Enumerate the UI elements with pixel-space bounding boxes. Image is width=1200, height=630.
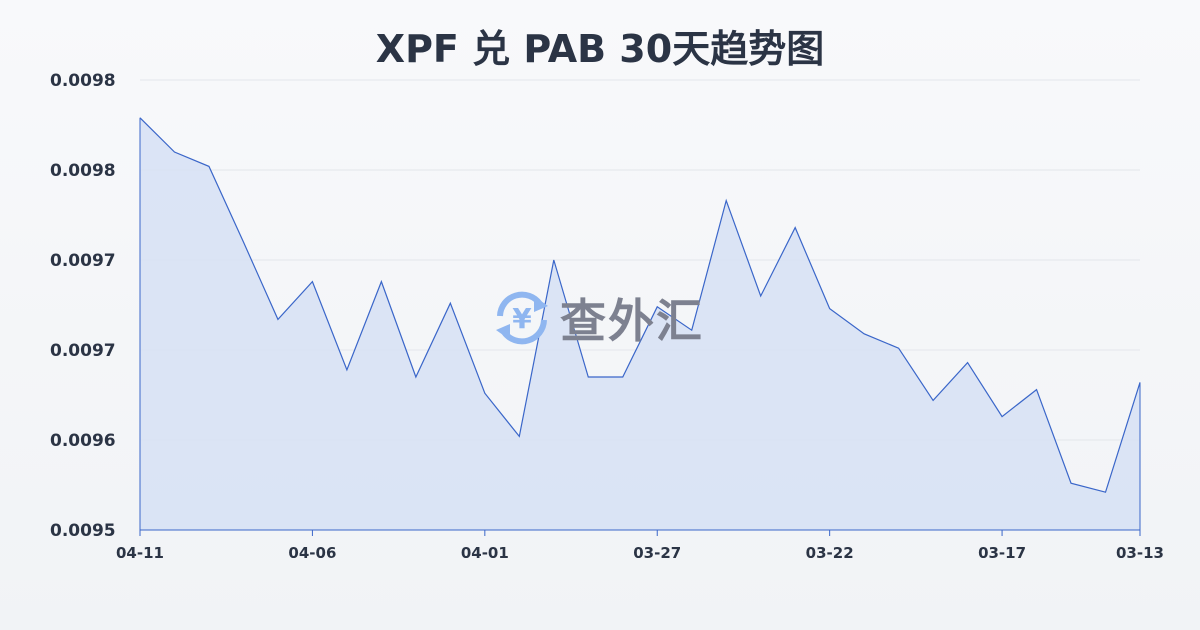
x-tick-label: 03-13: [1116, 544, 1164, 562]
x-tick-label: 03-17: [978, 544, 1026, 562]
y-tick-label: 0.0098: [50, 161, 116, 181]
chart-title: XPF 兑 PAB 30天趋势图: [375, 27, 825, 71]
area-fill: [140, 117, 1140, 531]
x-tick-label: 04-06: [288, 544, 336, 562]
y-tick-label: 0.0096: [50, 431, 116, 451]
y-tick-label: 0.0098: [50, 71, 116, 91]
y-tick-label: 0.0097: [50, 251, 116, 271]
x-tick-label: 04-11: [116, 544, 164, 562]
x-tick-label: 04-01: [461, 544, 509, 562]
watermark-text: 查外汇: [560, 294, 704, 348]
x-tick-label: 03-22: [806, 544, 854, 562]
watermark: ¥ 查外汇: [490, 285, 704, 351]
y-tick-label: 0.0095: [50, 521, 116, 541]
y-tick-label: 0.0097: [50, 341, 116, 361]
yen-exchange-icon: ¥: [496, 291, 548, 345]
series-line: [139, 117, 1141, 493]
x-tick-label: 03-27: [633, 544, 681, 562]
svg-text:¥: ¥: [512, 302, 532, 335]
